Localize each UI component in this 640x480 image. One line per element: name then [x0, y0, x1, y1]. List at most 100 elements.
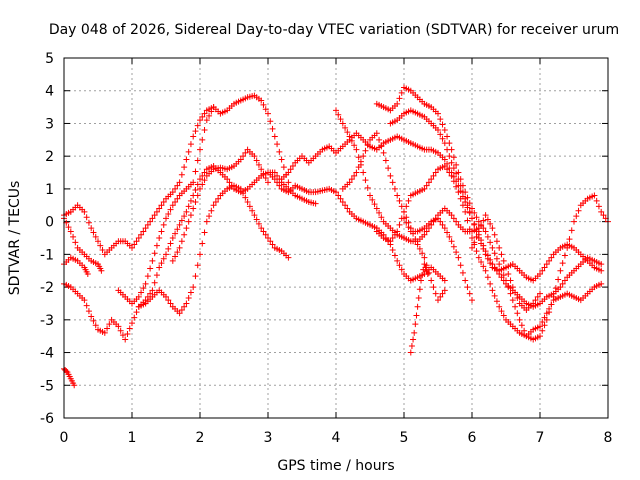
data-point [149, 257, 156, 264]
data-point [269, 125, 276, 132]
data-point [312, 200, 319, 207]
data-point [475, 228, 482, 235]
data-point [106, 321, 113, 328]
data-point [509, 297, 516, 304]
data-point [169, 189, 176, 196]
x-tick-label: 7 [536, 430, 545, 446]
x-tick-label: 4 [332, 430, 341, 446]
data-point [378, 143, 385, 150]
x-tick-label: 3 [264, 430, 273, 446]
data-point [194, 262, 201, 269]
data-point [441, 277, 448, 284]
data-point [534, 293, 541, 300]
data-point [559, 260, 566, 267]
data-point [453, 170, 460, 177]
data-point [496, 303, 503, 310]
data-point [201, 169, 208, 176]
data-point [548, 254, 555, 261]
data-point [151, 279, 158, 286]
data-point [355, 164, 362, 171]
data-point [428, 176, 435, 183]
data-point [285, 179, 292, 186]
data-point [444, 166, 451, 173]
data-point [176, 244, 183, 251]
data-point [333, 107, 339, 114]
data-point [147, 265, 154, 272]
data-point [165, 245, 172, 252]
x-tick-label: 1 [128, 430, 137, 446]
data-point [192, 128, 199, 135]
data-point [274, 179, 281, 186]
data-point [559, 280, 566, 287]
data-point [487, 220, 494, 227]
data-point [158, 202, 165, 209]
data-point [271, 133, 278, 140]
data-point [422, 264, 429, 271]
data-point [418, 277, 424, 284]
data-point [464, 217, 471, 224]
y-tick-label: -1 [40, 247, 54, 263]
data-point [428, 277, 435, 284]
data-point [459, 202, 466, 209]
data-point [187, 197, 194, 204]
data-point [169, 257, 176, 264]
data-point [246, 203, 253, 210]
data-point [516, 316, 523, 323]
data-point [346, 133, 353, 140]
data-point [276, 148, 283, 155]
data-point [591, 192, 598, 199]
data-point [469, 205, 475, 212]
data-point [473, 233, 480, 240]
data-point [500, 257, 507, 264]
data-point [149, 287, 156, 294]
chart-title: Day 048 of 2026, Sidereal Day-to-day VTE… [49, 22, 619, 38]
data-point [537, 333, 543, 340]
data-point [140, 228, 147, 235]
data-point [265, 110, 271, 117]
data-point [423, 182, 430, 189]
data-point [425, 179, 432, 186]
data-point [194, 122, 201, 129]
data-point [353, 169, 360, 176]
data-point [376, 136, 383, 143]
data-point [543, 261, 550, 268]
data-point [85, 308, 92, 315]
series-s9 [265, 169, 448, 284]
data-point [450, 178, 457, 185]
data-point [364, 142, 371, 149]
data-point [65, 224, 72, 231]
data-point [446, 169, 453, 176]
data-point [389, 235, 396, 241]
data-point [351, 142, 358, 149]
data-point [81, 297, 88, 304]
data-point [251, 212, 258, 219]
data-point [455, 254, 462, 261]
data-point [487, 239, 494, 246]
data-point [276, 182, 283, 189]
data-point [178, 217, 185, 224]
y-tick-label: -4 [40, 346, 54, 362]
data-point [258, 97, 265, 104]
y-tick-label: 0 [45, 215, 54, 231]
data-point [450, 215, 457, 222]
y-tick-label: -3 [40, 313, 54, 329]
data-point [237, 156, 244, 163]
data-point [450, 243, 457, 250]
data-point [172, 253, 179, 260]
data-point [505, 271, 512, 277]
data-point [593, 197, 600, 204]
data-point [165, 297, 172, 304]
data-point [473, 248, 480, 255]
data-point [138, 231, 145, 238]
data-point [269, 241, 276, 248]
data-point [412, 236, 419, 243]
data-point [70, 233, 77, 240]
data-point [210, 202, 217, 209]
data-point [482, 267, 489, 274]
data-point [415, 295, 422, 301]
data-point [190, 284, 197, 291]
data-point [487, 260, 494, 267]
y-tick-label: -6 [40, 411, 54, 427]
data-point [466, 226, 473, 233]
data-point [153, 242, 160, 249]
